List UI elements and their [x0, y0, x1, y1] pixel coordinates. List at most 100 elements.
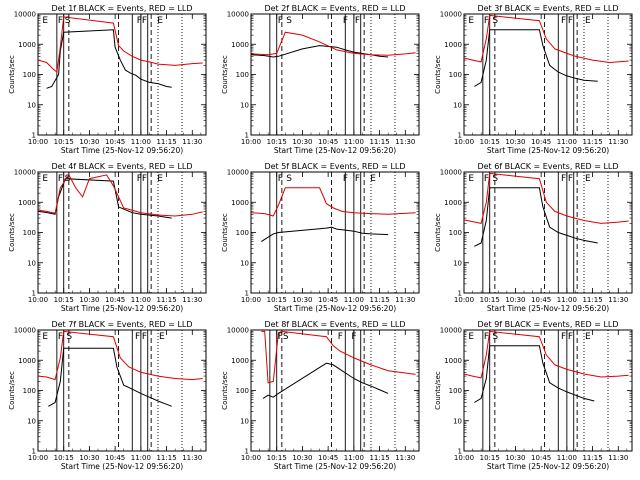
- attenuator-label: F: [58, 16, 63, 26]
- y-tick-label: 100: [449, 229, 462, 237]
- y-tick-label: 10000: [440, 327, 462, 335]
- series-events: [474, 187, 598, 247]
- attenuator-label: F: [351, 332, 356, 342]
- series-events: [261, 226, 389, 243]
- x-tick-label: 11:30: [395, 454, 415, 462]
- y-tick-label: 1000: [444, 199, 462, 207]
- series-lld: [464, 172, 629, 224]
- series-events: [251, 45, 389, 58]
- x-tick-label: 10:15: [267, 454, 287, 462]
- attenuator-label: S: [492, 174, 498, 184]
- y-tick-label: 1000: [18, 199, 36, 207]
- x-tick-label: 11:15: [156, 454, 176, 462]
- y-tick-label: 1: [245, 290, 249, 298]
- y-tick-label: 10: [240, 101, 249, 109]
- x-tick-label: 10:00: [454, 454, 474, 462]
- attenuator-label: E: [585, 16, 591, 26]
- x-tick-label: 10:30: [292, 138, 312, 146]
- x-tick-label: 11:30: [608, 296, 628, 304]
- x-tick-label: 11:00: [344, 454, 364, 462]
- x-tick-label: 10:45: [105, 296, 125, 304]
- chart-panel-7: Det 7f BLACK = Events, RED = LLD 1 10 100 10…: [8, 320, 207, 471]
- y-tick-label: 10000: [14, 169, 36, 177]
- series-lld: [261, 330, 416, 384]
- y-tick-label: 10: [240, 417, 249, 425]
- attenuator-label: S: [65, 174, 71, 184]
- x-tick-label: 10:45: [318, 454, 338, 462]
- x-axis-label: Start Time (25-Nov-12 09:56:20): [61, 462, 183, 471]
- attenuator-label: E: [157, 16, 163, 26]
- series-lld: [251, 187, 416, 217]
- y-tick-label: 100: [236, 229, 249, 237]
- y-axis-label: Counts/sec: [221, 371, 229, 410]
- y-tick-label: 1000: [231, 357, 249, 365]
- x-tick-label: 10:15: [480, 296, 500, 304]
- x-tick-label: 10:45: [531, 296, 551, 304]
- y-tick-label: 10: [27, 417, 36, 425]
- panel-title: Det 6f BLACK = Events, RED = LLD: [477, 162, 618, 171]
- chart-panel-5: Det 5f BLACK = Events, RED = LLD 1 10 100 10…: [221, 162, 420, 313]
- y-tick-label: 1: [32, 448, 36, 456]
- attenuator-label: F: [137, 174, 142, 184]
- y-tick-label: 100: [449, 387, 462, 395]
- attenuator-label: F: [568, 16, 573, 26]
- plot-frame: [250, 171, 420, 294]
- x-tick-label: 10:15: [54, 296, 74, 304]
- attenuator-label: F: [484, 16, 489, 26]
- x-axis-label: Start Time (25-Nov-12 09:56:20): [274, 304, 396, 313]
- y-tick-label: 100: [23, 387, 36, 395]
- y-axis-label: Counts/sec: [434, 213, 442, 252]
- x-tick-label: 10:45: [531, 454, 551, 462]
- x-tick-label: 11:15: [369, 296, 389, 304]
- panel-title: Det 1f BLACK = Events, RED = LLD: [51, 4, 192, 13]
- series-events: [262, 362, 389, 399]
- x-tick-label: 11:00: [557, 454, 577, 462]
- attenuator-label: F: [142, 174, 147, 184]
- x-tick-label: 11:30: [608, 138, 628, 146]
- attenuator-label: S: [286, 16, 292, 26]
- x-tick-label: 11:00: [557, 296, 577, 304]
- series-events: [38, 178, 172, 219]
- series-lld: [464, 14, 629, 64]
- plot-frame: [250, 329, 420, 452]
- y-tick-label: 10000: [227, 11, 249, 19]
- x-tick-label: 10:30: [79, 454, 99, 462]
- x-tick-label: 11:30: [395, 296, 415, 304]
- attenuator-label: F: [338, 332, 343, 342]
- x-tick-label: 11:30: [608, 454, 628, 462]
- attenuator-label: F: [135, 332, 140, 342]
- x-tick-label: 10:45: [105, 138, 125, 146]
- attenuator-label: E: [42, 332, 48, 342]
- attenuator-label: E: [468, 174, 474, 184]
- x-tick-label: 11:00: [344, 296, 364, 304]
- x-tick-label: 11:00: [344, 138, 364, 146]
- y-tick-label: 100: [23, 71, 36, 79]
- y-tick-label: 100: [236, 387, 249, 395]
- x-tick-label: 10:30: [79, 138, 99, 146]
- attenuator-label: F: [561, 174, 566, 184]
- attenuator-label: F: [278, 16, 283, 26]
- plot-frame: [250, 13, 420, 136]
- chart-panel-1: Det 1f BLACK = Events, RED = LLD 1 10 100 10…: [8, 4, 207, 155]
- y-tick-label: 10: [453, 101, 462, 109]
- y-tick-label: 1000: [444, 41, 462, 49]
- y-axis-label: Counts/sec: [8, 213, 16, 252]
- x-axis-label: Start Time (25-Nov-12 09:56:20): [61, 304, 183, 313]
- series-events: [474, 29, 598, 87]
- plot-frame: [37, 171, 207, 294]
- panel-title: Det 2f BLACK = Events, RED = LLD: [264, 4, 405, 13]
- x-tick-label: 11:30: [182, 138, 202, 146]
- attenuator-label: S: [492, 332, 498, 342]
- attenuator-label: S: [283, 332, 289, 342]
- y-tick-label: 1: [245, 132, 249, 140]
- x-tick-label: 11:00: [557, 138, 577, 146]
- attenuator-label: F: [142, 332, 147, 342]
- x-tick-label: 10:00: [454, 138, 474, 146]
- x-tick-label: 10:15: [54, 454, 74, 462]
- y-axis-label: Counts/sec: [8, 371, 16, 410]
- chart-panel-9: Det 9f BLACK = Events, RED = LLD 1 10 100 10…: [434, 320, 633, 471]
